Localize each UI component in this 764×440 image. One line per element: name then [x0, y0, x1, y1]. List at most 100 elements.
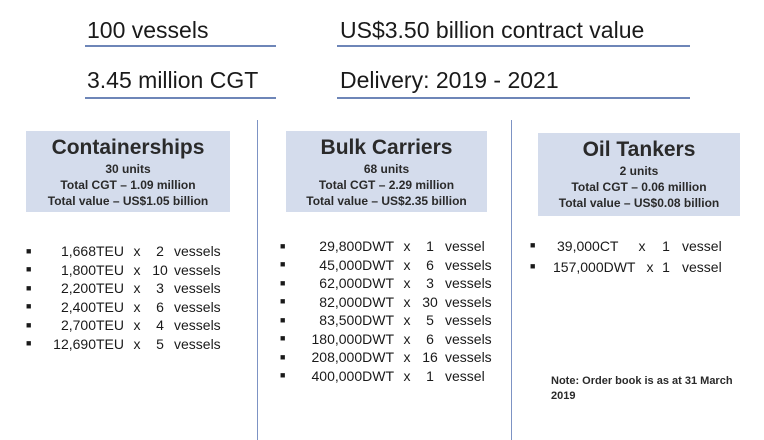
units-count: 68 units [363, 162, 410, 176]
vessel-unit: vessels [445, 275, 492, 292]
bullet-icon: ■ [280, 259, 286, 270]
bullet-icon: ■ [26, 245, 32, 256]
vessel-unit: vessels [174, 261, 221, 278]
oil-tankers-header: Oil Tankers 2 units Total CGT – 0.06 mil… [538, 133, 740, 216]
times-sign: x [133, 335, 141, 352]
vessel-count: 10 [152, 261, 168, 278]
total-cgt: Total CGT – 1.09 million [60, 178, 196, 192]
order-book-note: Note: Order book is as at 31 March 2019 [551, 375, 733, 402]
vessel-count: 1 [662, 237, 670, 254]
list-item: ■ 2,700TEU x 4 vessels [26, 316, 221, 335]
list-item: ■ 2,400TEU x 6 vessels [26, 298, 221, 317]
vessel-unit: vessel [682, 258, 722, 275]
list-item: ■ 2,200TEU x 3 vessels [26, 279, 221, 298]
vessel-unit: vessels [445, 256, 492, 273]
bullet-icon: ■ [280, 277, 286, 288]
vessel-count: 5 [426, 312, 434, 329]
list-item: ■ 62,000DWT x 3 vessels [280, 274, 492, 293]
bullet-icon: ■ [26, 301, 32, 312]
vessel-size: 2,400TEU [60, 298, 124, 315]
vessel-unit: vessel [445, 238, 485, 255]
vessel-unit: vessel [445, 367, 485, 384]
cgt-stat: 3.45 million CGT [87, 67, 259, 93]
list-item: ■ 1,668TEU x 2 vessels [26, 242, 221, 261]
vessel-count: 6 [426, 330, 434, 347]
column-title: Containerships [51, 136, 205, 159]
vessel-count: 3 [426, 275, 434, 292]
vessel-count: 1 [426, 238, 434, 255]
bullet-icon: ■ [280, 351, 286, 362]
vessel-count: 2 [156, 243, 164, 260]
list-item: ■ 45,000DWT x 6 vessels [280, 256, 492, 275]
units-count: 2 units [619, 164, 659, 178]
vessel-count: 6 [156, 298, 164, 315]
list-item: ■ 39,000CT x 1 vessel [530, 235, 722, 256]
vessel-size: 39,000CT [557, 237, 619, 254]
column-divider-1 [257, 120, 258, 440]
vessel-count: 6 [426, 256, 434, 273]
list-item: ■ 180,000DWT x 6 vessels [280, 330, 492, 349]
containerships-list: ■ 1,668TEU x 2 vessels ■ 1,800TEU x 10 vessels ■… [26, 242, 221, 353]
list-item: ■ 208,000DWT x 16 vessels [280, 348, 492, 367]
times-sign: x [403, 312, 411, 329]
times-sign: x [133, 261, 141, 278]
vessel-size: 45,000DWT [319, 256, 394, 273]
vessel-size: 2,700TEU [60, 317, 124, 334]
vessel-size: 2,200TEU [60, 280, 124, 297]
times-sign: x [403, 256, 411, 273]
vessel-unit: vessels [445, 349, 492, 366]
total-cgt: Total CGT – 2.29 million [318, 178, 455, 192]
total-value: Total value – US$1.05 billion [47, 194, 209, 208]
bulk-carriers-list: ■ 29,800DWT x 1 vessel ■ 45,000DWT x 6 vessels ■… [280, 237, 492, 385]
times-sign: x [133, 298, 141, 315]
vessel-count: 16 [422, 349, 438, 366]
times-sign: x [646, 258, 654, 275]
vessel-count: 4 [156, 317, 164, 334]
list-item: ■ 400,000DWT x 1 vessel [280, 367, 492, 386]
list-item: ■ 1,800TEU x 10 vessels [26, 261, 221, 280]
bullet-icon: ■ [26, 338, 32, 349]
vessel-size: 157,000DWT [553, 258, 636, 275]
vessel-size: 1,668TEU [60, 243, 124, 260]
vessel-size: 400,000DWT [311, 367, 394, 384]
vessel-size: 12,690TEU [53, 335, 124, 352]
times-sign: x [403, 293, 411, 310]
contract-value-stat: US$3.50 billion contract value [340, 17, 645, 43]
units-count: 30 units [105, 162, 151, 176]
column-divider-2 [511, 120, 512, 440]
bullet-icon: ■ [530, 240, 536, 250]
total-value: Total value – US$2.35 billion [306, 194, 467, 208]
vessel-count: 5 [156, 335, 164, 352]
total-value: Total value – US$0.08 billion [558, 196, 720, 210]
times-sign: x [403, 275, 411, 292]
vessel-count: 3 [156, 280, 164, 297]
bullet-icon: ■ [26, 264, 32, 275]
vessel-count: 1 [426, 367, 434, 384]
times-sign: x [133, 317, 141, 334]
bullet-icon: ■ [280, 314, 286, 325]
list-item: ■ 29,800DWT x 1 vessel [280, 237, 492, 256]
vessel-size: 82,000DWT [319, 293, 394, 310]
list-item: ■ 12,690TEU x 5 vessels [26, 335, 221, 354]
vessel-size: 83,500DWT [319, 312, 394, 329]
vessel-unit: vessels [445, 330, 492, 347]
vessel-unit: vessels [174, 317, 221, 334]
delivery-underline [337, 97, 690, 99]
list-item: ■ 83,500DWT x 5 vessels [280, 311, 492, 330]
column-title: Oil Tankers [582, 138, 696, 161]
bullet-icon: ■ [280, 370, 286, 381]
times-sign: x [403, 238, 411, 255]
vessel-count: 1 [662, 258, 670, 275]
oil-tankers-list: ■ 39,000CT x 1 vessel ■ 157,000DWT x 1 vessel [530, 235, 722, 277]
cgt-underline [85, 97, 276, 99]
vessel-unit: vessels [174, 298, 221, 315]
times-sign: x [133, 280, 141, 297]
bulk-carriers-header: Bulk Carriers 68 units Total CGT – 2.29 … [286, 131, 487, 212]
vessels-underline [85, 45, 276, 47]
bullet-icon: ■ [26, 319, 32, 330]
vessel-size: 29,800DWT [319, 238, 394, 255]
vessel-unit: vessels [445, 312, 492, 329]
times-sign: x [403, 330, 411, 347]
vessel-unit: vessels [174, 335, 221, 352]
bullet-icon: ■ [280, 333, 286, 344]
